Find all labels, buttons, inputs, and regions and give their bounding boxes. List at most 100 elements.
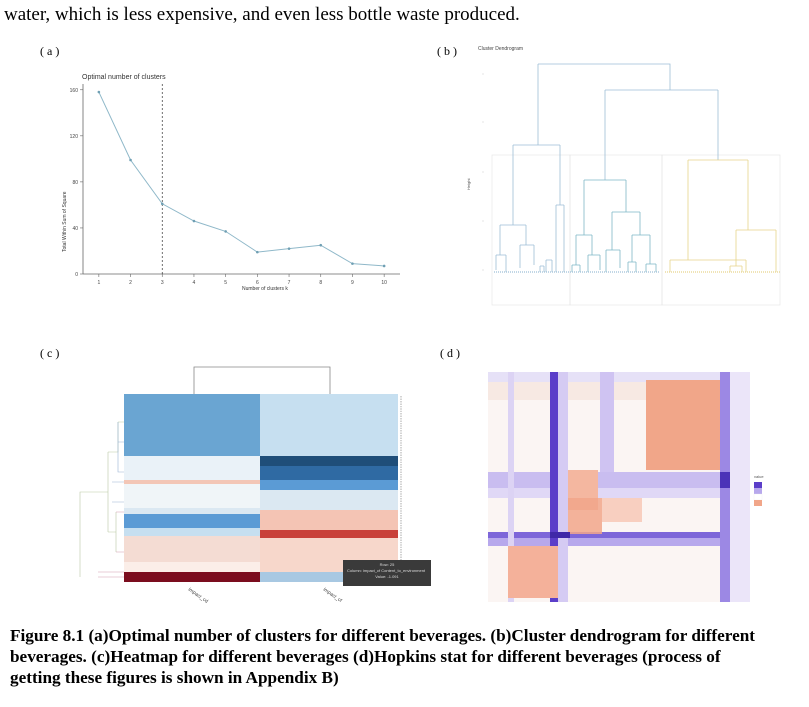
matrix-band: [488, 532, 750, 538]
data-point: [351, 262, 354, 265]
matrix-band: [730, 372, 750, 602]
heatmap-column-2: [260, 394, 398, 582]
y-tick-label: 0: [75, 272, 78, 278]
data-point: [382, 264, 386, 268]
legend-swatch-mid: [753, 493, 763, 501]
dendro-top-merge: [537, 63, 671, 145]
heatmap: impact_cd impact_cf: [79, 366, 402, 605]
heat-cell: [124, 394, 260, 456]
x-tick-label: 2: [129, 280, 132, 286]
series-line: [98, 91, 385, 267]
legend-swatch-low: [754, 500, 762, 506]
heat-cell: [260, 394, 398, 456]
cluster-box-3: [661, 154, 781, 306]
y-tick-label: 160: [70, 88, 79, 94]
elbow-chart: Optimal number of clusters Total Within …: [62, 74, 400, 292]
matrix-band: [600, 372, 614, 472]
dendro-cluster3-branches: [669, 229, 777, 272]
y-tick-label: 120: [70, 134, 79, 140]
dissimilarity-matrix: value: [488, 372, 764, 602]
matrix-block: [646, 380, 720, 470]
dendro-cluster2-right: [605, 211, 657, 272]
heat-cell: [124, 572, 260, 582]
y-tick-label: 40: [72, 226, 78, 232]
panel-c-label: ( c ): [40, 346, 60, 360]
legend-swatch: [754, 488, 762, 494]
dendro-cluster2: [583, 179, 627, 235]
panel-d-label: ( d ): [440, 346, 460, 360]
heat-cell: [124, 484, 260, 508]
x-tick-label: 6: [256, 280, 259, 286]
heat-cell: [260, 466, 398, 480]
x-tick-label: 7: [288, 280, 291, 286]
matrix-band: [488, 372, 750, 382]
heat-cell: [124, 480, 260, 484]
matrix-block: [508, 546, 558, 598]
data-point: [256, 250, 259, 254]
heat-cell: [124, 528, 260, 536]
heat-cell: [124, 508, 260, 514]
x-tick-label: 10: [381, 280, 387, 286]
cluster-box-1: [491, 154, 571, 306]
matrix-diagonal: [720, 472, 730, 488]
dendrogram-ylabel: Height: [466, 178, 471, 190]
heat-cell: [260, 480, 398, 490]
matrix-band: [488, 538, 750, 546]
matrix-band: [488, 488, 750, 498]
heatmap-tooltip: Row: 25 Column: impact_cf Content_to_env…: [343, 560, 431, 586]
dendro-second-merge: [604, 89, 719, 180]
chart-a-xlabel: Number of clusters k: [242, 286, 288, 292]
heat-cell: [260, 490, 398, 510]
data-point: [192, 219, 196, 223]
panel-a-label: ( a ): [40, 44, 60, 58]
matrix-band: [558, 372, 568, 602]
data-point: [160, 202, 164, 206]
legend-title: value: [754, 474, 764, 479]
matrix-band: [488, 472, 750, 488]
tooltip-value: Value: -1.091: [375, 574, 399, 579]
x-tick-label: 4: [193, 280, 196, 286]
matrix-band: [550, 372, 558, 602]
dendro-cluster3: [687, 159, 749, 260]
panel-d-matrix: value: [488, 372, 788, 604]
dendro-cluster1-right: [539, 204, 565, 272]
dendro-cluster2-left: [571, 234, 601, 272]
data-point: [224, 230, 227, 233]
dendrogram: Cluster Dendrogram Height: [466, 46, 781, 306]
legend-swatch-high: [754, 482, 762, 488]
column-label-1: impact_cd: [187, 587, 209, 605]
heat-cell: [124, 562, 260, 572]
panel-b-label: ( b ): [437, 44, 457, 58]
heat-cell: [260, 510, 398, 530]
column-label-2: impact_cf: [322, 587, 343, 605]
x-tick-label: 5: [224, 280, 227, 286]
dendro-cluster1: [512, 144, 561, 225]
heat-cell: [260, 530, 398, 538]
heat-cell: [124, 536, 260, 562]
matrix-block: [568, 498, 602, 534]
row-dendrogram-green: [79, 421, 124, 577]
data-point: [97, 90, 101, 94]
dendrogram-title: Cluster Dendrogram: [478, 46, 523, 52]
tooltip-row: Row: 25: [379, 562, 395, 567]
panel-b-dendrogram: Cluster Dendrogram Height: [460, 40, 790, 310]
data-point: [129, 158, 132, 162]
chart-a-title: Optimal number of clusters: [82, 74, 166, 81]
row-dendrogram-pink: [98, 511, 124, 578]
figure-caption: Figure 8.1 (a)Optimal number of clusters…: [10, 626, 756, 687]
x-tick-label: 3: [161, 280, 164, 286]
column-dendrogram: [193, 366, 331, 394]
heatmap-column-1: [124, 394, 260, 582]
matrix-block: [602, 498, 642, 522]
y-tick-label: 80: [72, 180, 78, 186]
dendro-cluster1-branches: [495, 224, 535, 272]
row-dendrogram-blue: [112, 422, 124, 503]
x-tick-label: 8: [319, 280, 322, 286]
intro-text: water, which is less expensive, and even…: [4, 4, 520, 25]
matrix-diagonal: [550, 532, 570, 538]
x-tick-label: 9: [351, 280, 354, 286]
matrix-band: [508, 372, 514, 602]
heat-cell: [260, 572, 398, 582]
x-tick-label: 1: [97, 280, 100, 286]
panel-a-chart: Optimal number of clusters Total Within …: [55, 62, 415, 302]
